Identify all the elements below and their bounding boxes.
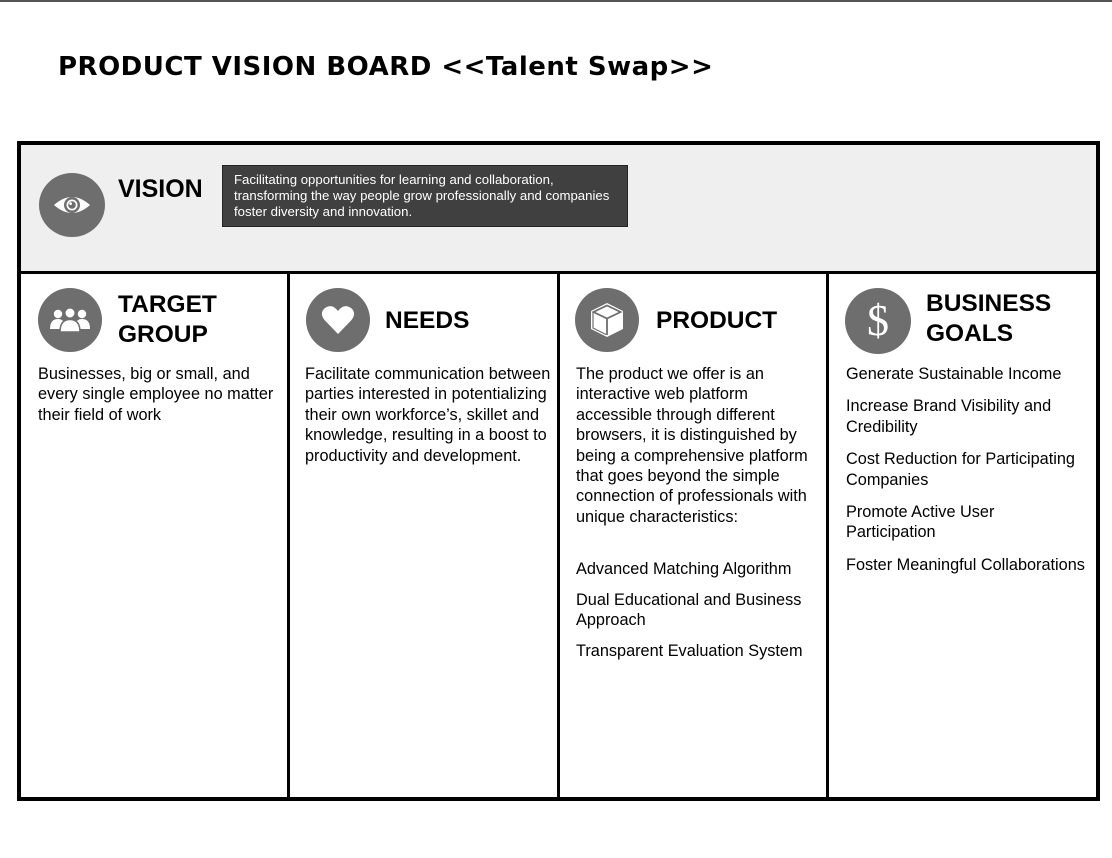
product-text: The product we offer is an interactive w… [576,365,808,526]
needs-title: NEEDS [385,307,470,334]
list-item: Advanced Matching Algorithm [576,560,792,578]
target-group-title: TARGET GROUP [118,290,217,350]
target-group-text: Businesses, big or small, and every sing… [38,365,274,424]
product-title: PRODUCT [656,307,778,334]
list-item: Increase Brand Visibility and Credibilit… [846,397,1052,436]
needs-text: Facilitate communication between parties… [305,365,551,465]
business-goals-list: Generate Sustainable Income Increase Bra… [846,364,1086,587]
target-group-title-line2: GROUP [118,321,208,348]
business-goals-column: $ BUSINESS GOALS Generate Sustainable In… [829,274,1096,798]
dollar-icon: $ [845,288,911,354]
board-columns: TARGET GROUP Businesses, big or small, a… [21,274,1096,798]
top-rule [0,0,1112,2]
people-group-icon [38,288,102,352]
heart-icon [306,288,370,352]
list-item: Foster Meaningful Collaborations [846,555,1085,574]
business-goals-title-line1: BUSINESS [926,290,1052,317]
column-divider [287,274,290,798]
list-item: Transparent Evaluation System [576,642,803,661]
business-goals-title-line2: GOALS [926,320,1014,347]
target-group-title-line1: TARGET [118,291,217,318]
column-divider [826,274,829,798]
page-title: PRODUCT VISION BOARD <<Talent Swap>> [58,52,714,82]
list-item: Cost Reduction for Participating Compani… [846,450,1075,489]
target-group-column: TARGET GROUP Businesses, big or small, a… [21,274,287,798]
vision-section: VISION Facilitating opportunities for le… [21,145,1096,274]
vision-board: VISION Facilitating opportunities for le… [17,141,1100,801]
column-divider [557,274,560,798]
product-features-list: Advanced Matching Algorithm Dual Educati… [576,559,821,672]
list-item: Dual Educational and Business Approach [576,590,802,630]
eye-icon [39,173,105,237]
box-icon [575,288,639,352]
list-item: Promote Active User Participation [846,503,995,542]
product-column: PRODUCT The product we offer is an inter… [560,274,826,798]
vision-statement: Facilitating opportunities for learning … [222,165,628,227]
vision-label: VISION [118,175,203,203]
dollar-glyph: $ [867,296,889,345]
business-goals-title: BUSINESS GOALS [926,289,1051,349]
needs-column: NEEDS Facilitate communication between p… [290,274,557,798]
list-item: Generate Sustainable Income [846,365,1062,383]
